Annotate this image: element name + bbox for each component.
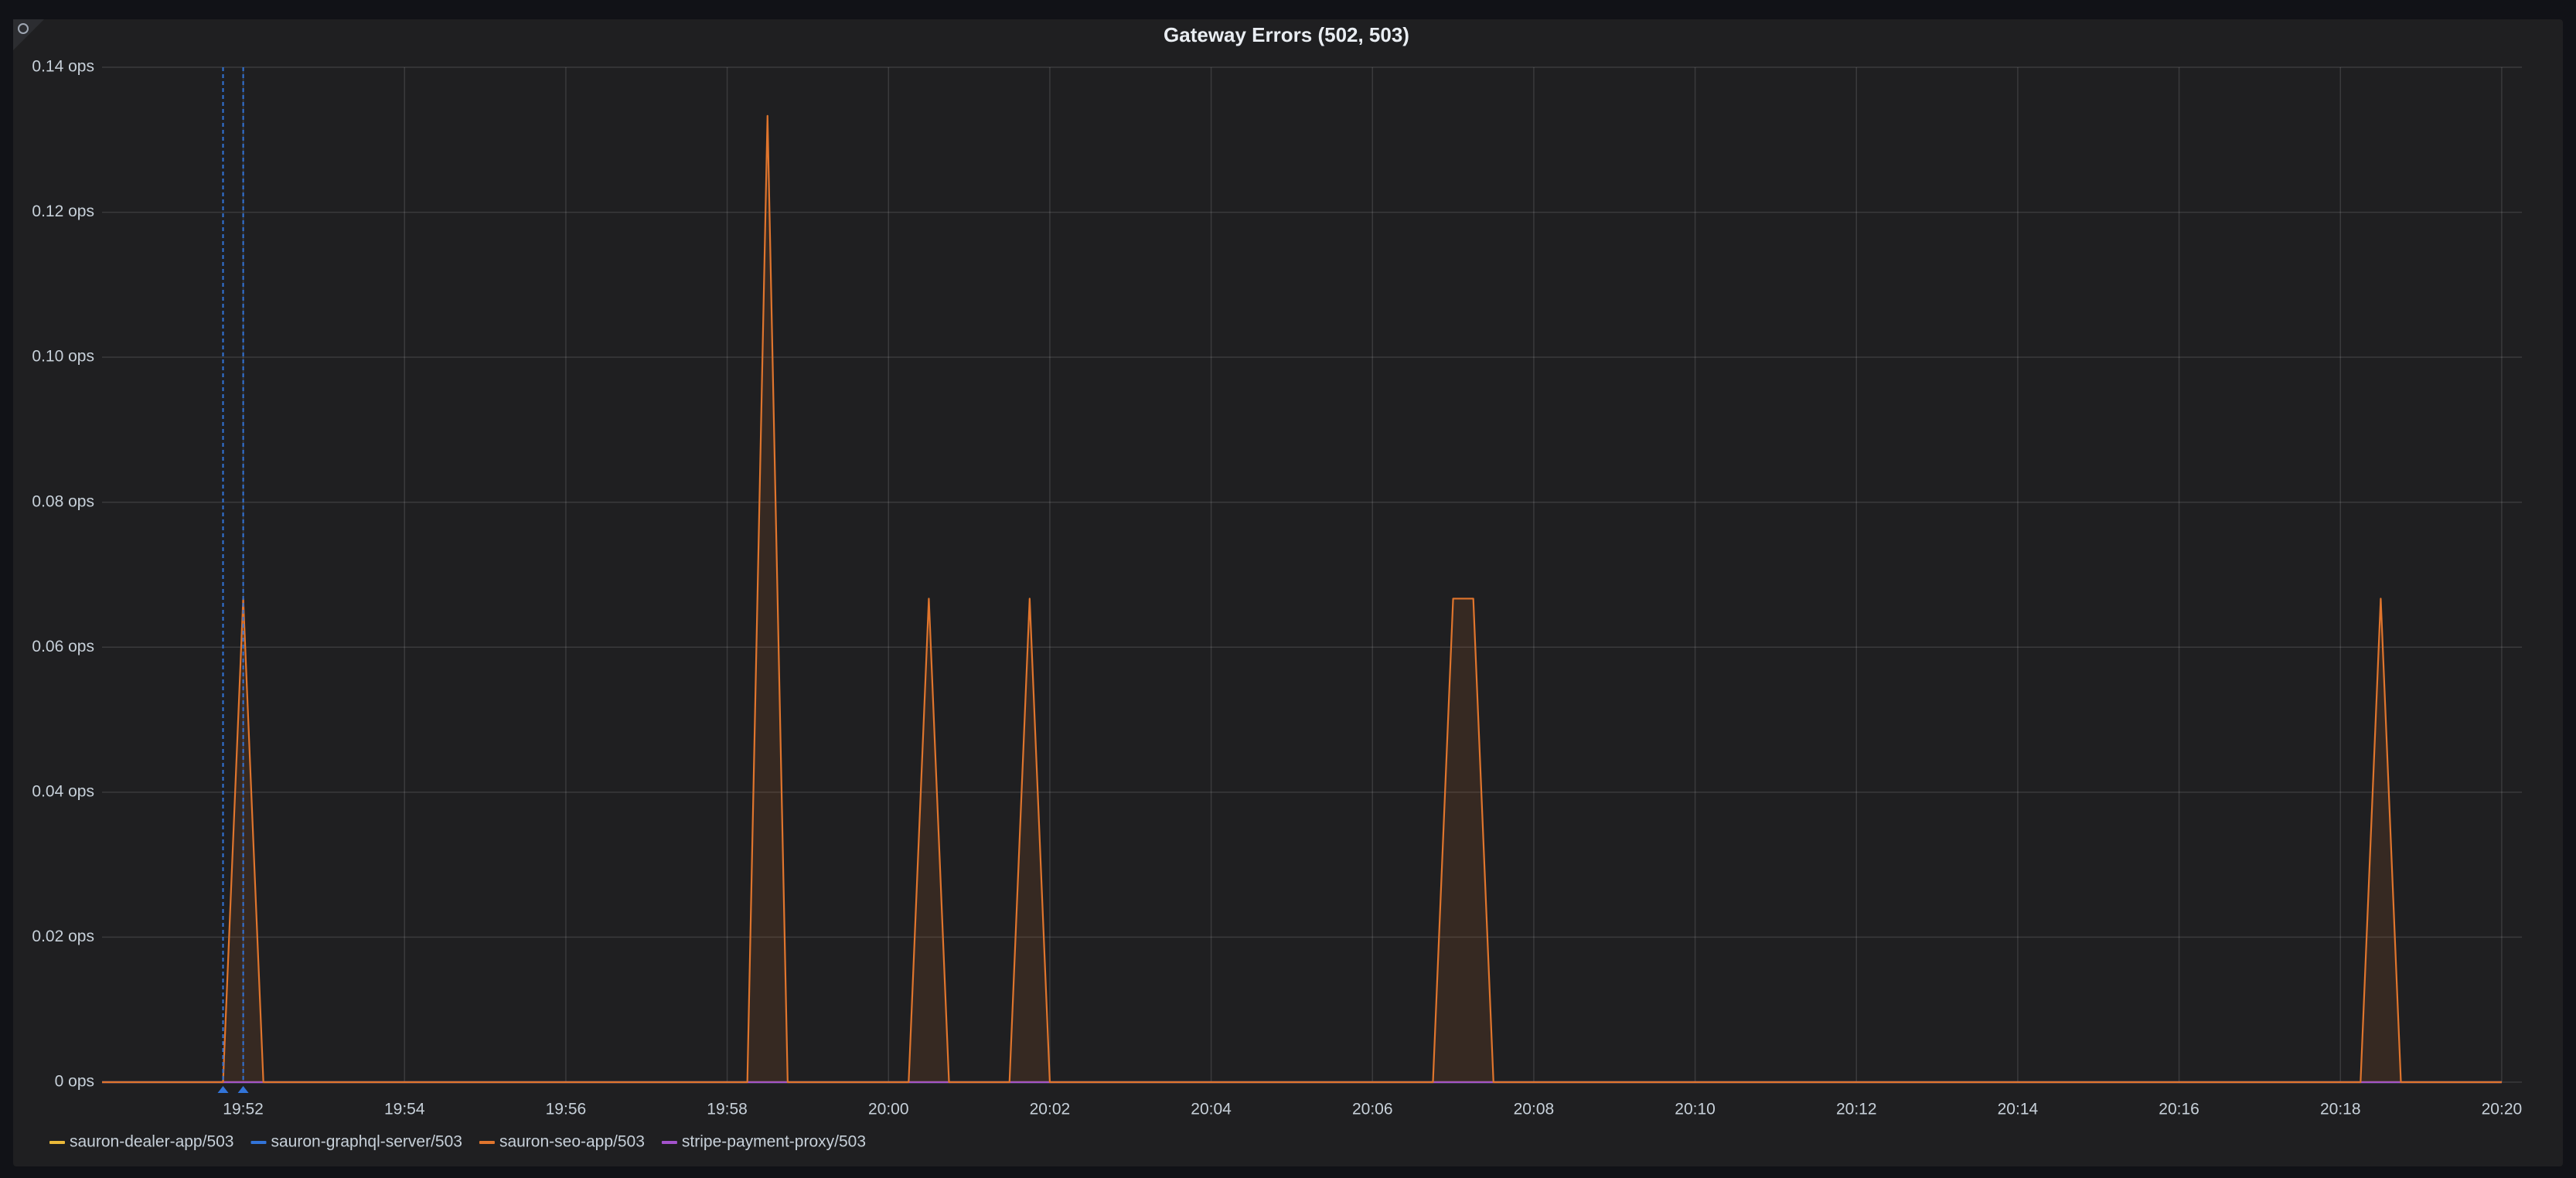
legend-swatch [661,1141,677,1144]
legend-label[interactable]: sauron-seo-app/503 [499,1133,645,1151]
y-tick-label: 0.04 ops [32,782,94,800]
panel-title: Gateway Errors (502, 503) [1164,23,1409,46]
legend-swatch [479,1141,495,1144]
y-tick-label: 0.06 ops [32,638,94,655]
x-tick-label: 20:00 [868,1101,909,1118]
y-tick-label: 0.02 ops [32,928,94,945]
x-tick-label: 20:18 [2320,1101,2361,1118]
x-tick-label: 20:12 [1836,1101,1877,1118]
legend-label[interactable]: sauron-dealer-app/503 [70,1133,233,1151]
annotation-marker [237,1086,249,1093]
legend-swatch [49,1141,65,1144]
x-tick-label: 20:10 [1675,1101,1716,1118]
x-tick-label: 20:14 [1998,1101,2039,1118]
annotation-marker [217,1086,229,1093]
legend-label[interactable]: stripe-payment-proxy/503 [682,1133,866,1151]
series-line [102,114,2502,1084]
x-tick-label: 19:54 [384,1101,425,1118]
y-tick-label: 0 ops [55,1073,94,1091]
x-tick-label: 20:20 [2482,1101,2523,1118]
x-tick-label: 20:06 [1352,1101,1393,1118]
y-tick-label: 0.08 ops [32,492,94,510]
x-tick-label: 19:58 [707,1101,748,1118]
x-tick-label: 20:08 [1514,1101,1555,1118]
y-tick-label: 0.14 ops [32,58,94,76]
x-tick-label: 20:16 [2159,1101,2199,1118]
y-tick-label: 0.12 ops [32,203,94,220]
x-tick-label: 19:56 [546,1101,587,1118]
x-tick-label: 20:04 [1191,1101,1232,1118]
legend-swatch [250,1141,267,1144]
legend-label[interactable]: sauron-graphql-server/503 [271,1133,462,1151]
info-icon[interactable] [18,23,29,34]
x-tick-label: 19:52 [223,1101,264,1118]
x-tick-label: 20:02 [1030,1101,1071,1118]
info-corner[interactable] [13,19,44,50]
panel [13,19,2563,1166]
y-tick-label: 0.10 ops [32,348,94,366]
